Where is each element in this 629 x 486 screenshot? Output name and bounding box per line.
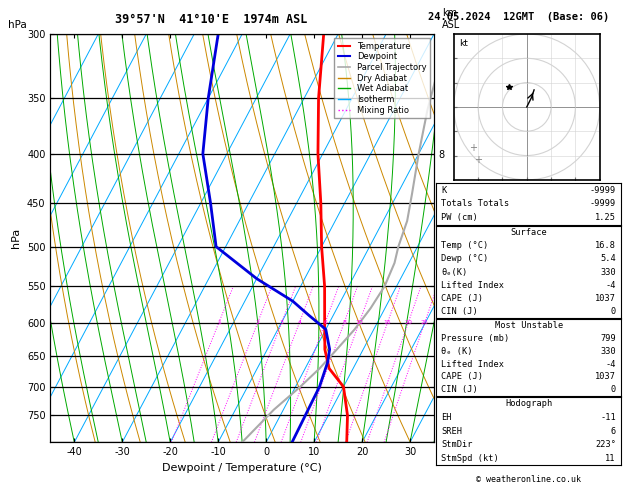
Text: 11: 11 [605, 454, 616, 463]
Text: Lifted Index: Lifted Index [442, 281, 504, 290]
Text: SREH: SREH [442, 427, 462, 435]
Text: 0: 0 [611, 307, 616, 316]
Text: 6: 6 [323, 320, 327, 325]
Text: PW (cm): PW (cm) [442, 213, 478, 222]
Text: Surface: Surface [510, 228, 547, 237]
Text: 16.8: 16.8 [595, 241, 616, 250]
Text: 8: 8 [342, 320, 346, 325]
Text: CAPE (J): CAPE (J) [442, 372, 484, 382]
Text: 223°: 223° [595, 440, 616, 449]
Text: StmSpd (kt): StmSpd (kt) [442, 454, 499, 463]
Text: CIN (J): CIN (J) [442, 385, 478, 394]
Text: EH: EH [442, 413, 452, 422]
Text: CAPE (J): CAPE (J) [442, 294, 484, 303]
Text: StmDir: StmDir [442, 440, 473, 449]
Text: 6: 6 [611, 427, 616, 435]
Text: LCL: LCL [440, 367, 456, 376]
Text: Temp (°C): Temp (°C) [442, 241, 489, 250]
Text: 15: 15 [384, 320, 391, 325]
Text: 5.4: 5.4 [600, 255, 616, 263]
Text: kt: kt [459, 39, 467, 48]
Text: θₑ (K): θₑ (K) [442, 347, 473, 356]
Text: +: + [469, 143, 477, 153]
Text: CIN (J): CIN (J) [442, 307, 478, 316]
Text: 4: 4 [298, 320, 301, 325]
Text: 10: 10 [355, 320, 363, 325]
Text: 1037: 1037 [595, 294, 616, 303]
Text: 1.25: 1.25 [595, 213, 616, 222]
Text: 3: 3 [280, 320, 284, 325]
Text: 0: 0 [611, 385, 616, 394]
Y-axis label: Mixing Ratio (g/kg): Mixing Ratio (g/kg) [452, 192, 462, 284]
Text: hPa: hPa [8, 20, 27, 30]
Text: 39°57'N  41°10'E  1974m ASL: 39°57'N 41°10'E 1974m ASL [115, 13, 308, 26]
Text: 24.05.2024  12GMT  (Base: 06): 24.05.2024 12GMT (Base: 06) [428, 12, 610, 22]
Text: Hodograph: Hodograph [505, 399, 552, 408]
Text: km
ASL: km ASL [442, 8, 460, 30]
Text: 1037: 1037 [595, 372, 616, 382]
Legend: Temperature, Dewpoint, Parcel Trajectory, Dry Adiabat, Wet Adiabat, Isotherm, Mi: Temperature, Dewpoint, Parcel Trajectory… [335, 38, 430, 118]
Text: 25: 25 [421, 320, 429, 325]
Text: +: + [474, 155, 482, 165]
Text: 330: 330 [600, 268, 616, 277]
Text: K: K [442, 186, 447, 194]
Text: 799: 799 [600, 334, 616, 343]
Text: -9999: -9999 [589, 199, 616, 208]
Text: -4: -4 [605, 360, 616, 368]
Y-axis label: hPa: hPa [11, 228, 21, 248]
Text: Most Unstable: Most Unstable [494, 321, 563, 330]
Text: -11: -11 [600, 413, 616, 422]
Text: θₑ(K): θₑ(K) [442, 268, 468, 277]
Text: 1: 1 [217, 320, 221, 325]
Text: © weatheronline.co.uk: © weatheronline.co.uk [476, 474, 581, 484]
Text: 20: 20 [404, 320, 412, 325]
Text: Totals Totals: Totals Totals [442, 199, 509, 208]
Text: 2: 2 [256, 320, 260, 325]
Text: -9999: -9999 [589, 186, 616, 194]
Text: Lifted Index: Lifted Index [442, 360, 504, 368]
Text: Dewp (°C): Dewp (°C) [442, 255, 489, 263]
Text: 330: 330 [600, 347, 616, 356]
Text: Pressure (mb): Pressure (mb) [442, 334, 509, 343]
Text: -4: -4 [605, 281, 616, 290]
X-axis label: Dewpoint / Temperature (°C): Dewpoint / Temperature (°C) [162, 463, 322, 473]
